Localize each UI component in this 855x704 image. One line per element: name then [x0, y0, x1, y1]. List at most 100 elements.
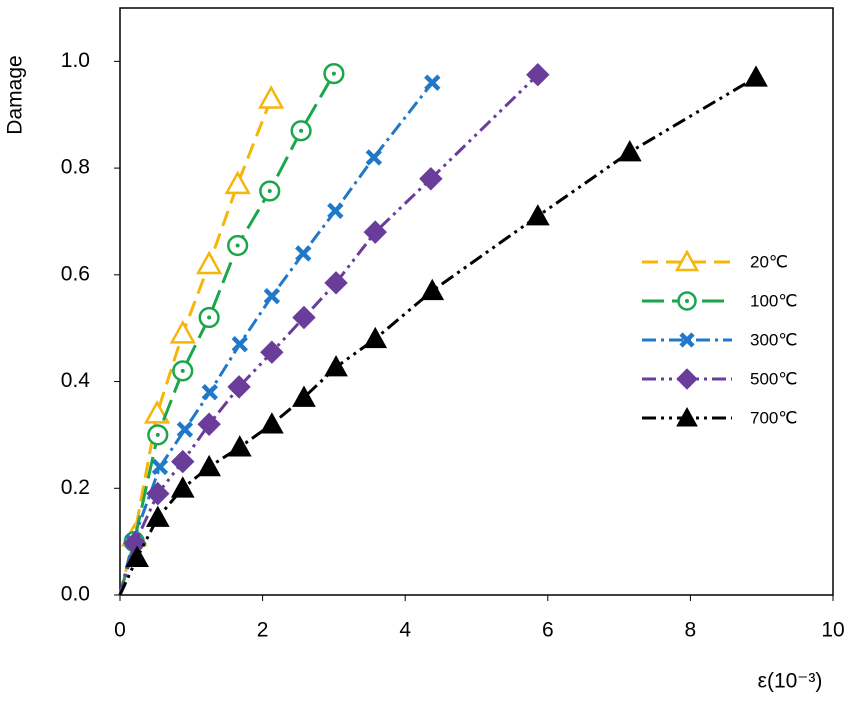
- marker-dot: [331, 71, 336, 76]
- marker-shape: [420, 278, 445, 301]
- x-tick-label: 8: [685, 619, 697, 642]
- marker: [197, 412, 221, 436]
- marker-shape: [258, 85, 285, 109]
- marker-dot: [235, 243, 240, 248]
- marker: [424, 74, 441, 91]
- marker-dot: [180, 368, 185, 373]
- x-tick-label: 2: [257, 619, 269, 642]
- marker-shape: [231, 336, 248, 353]
- legend-label: 700℃: [750, 408, 797, 427]
- marker: [679, 332, 695, 348]
- marker: [260, 340, 284, 364]
- marker: [260, 412, 284, 434]
- marker: [263, 287, 281, 305]
- plot-frame: [119, 7, 834, 596]
- marker-shape: [260, 340, 284, 364]
- y-tick-label: 0.8: [61, 156, 90, 179]
- marker-shape: [197, 454, 221, 477]
- marker-shape: [363, 326, 388, 349]
- marker: [292, 385, 316, 407]
- x-tick-label: 10: [821, 619, 844, 642]
- marker: [677, 291, 697, 311]
- marker-shape: [327, 202, 344, 219]
- marker: [170, 476, 195, 498]
- marker: [258, 85, 285, 109]
- marker-shape: [295, 245, 312, 262]
- marker-shape: [170, 476, 195, 498]
- marker-shape: [171, 449, 195, 474]
- marker: [327, 202, 344, 219]
- marker: [196, 250, 223, 275]
- marker-shape: [525, 204, 550, 226]
- legend-label: 300℃: [750, 330, 797, 349]
- marker-shape: [169, 319, 196, 344]
- marker: [324, 271, 348, 295]
- marker: [674, 249, 700, 272]
- marker: [146, 481, 170, 506]
- y-tick-label: 0.2: [61, 476, 90, 499]
- marker-shape: [363, 220, 387, 244]
- marker: [744, 65, 768, 87]
- marker: [324, 355, 348, 377]
- marker: [363, 326, 388, 349]
- x-axis-label: ε(10⁻³): [758, 670, 823, 693]
- marker-shape: [679, 332, 695, 348]
- marker-shape: [674, 249, 700, 272]
- marker-dot: [207, 315, 212, 320]
- legend-label: 500℃: [750, 369, 797, 388]
- marker: [197, 454, 221, 477]
- marker: [227, 234, 249, 257]
- x-tick-label: 6: [542, 619, 554, 642]
- marker: [125, 545, 149, 567]
- marker-shape: [424, 74, 441, 91]
- marker: [171, 449, 195, 474]
- y-tick-label: 1.0: [61, 49, 90, 72]
- marker: [227, 435, 252, 457]
- legend-label: 100℃: [750, 291, 797, 310]
- y-tick-label: 0.0: [61, 583, 90, 606]
- marker: [290, 120, 312, 142]
- marker: [323, 63, 345, 85]
- marker: [147, 424, 169, 446]
- marker-shape: [617, 140, 642, 162]
- marker-shape: [263, 287, 281, 305]
- marker-shape: [151, 458, 169, 476]
- marker: [419, 167, 443, 191]
- y-axis-label: Damage: [4, 55, 27, 134]
- marker-shape: [224, 170, 251, 195]
- marker: [365, 149, 383, 166]
- x-tick-label: 0: [114, 619, 126, 642]
- marker: [198, 306, 220, 329]
- marker: [227, 375, 251, 399]
- marker-dot: [267, 189, 272, 194]
- series-line: [118, 81, 434, 596]
- marker: [172, 360, 194, 382]
- marker: [295, 245, 312, 262]
- marker-dot: [155, 432, 160, 437]
- marker: [676, 368, 698, 390]
- marker-shape: [419, 167, 443, 191]
- marker-shape: [197, 412, 221, 436]
- marker: [201, 384, 219, 401]
- marker: [420, 278, 445, 301]
- marker-shape: [292, 305, 316, 330]
- marker-shape: [227, 435, 252, 457]
- marker-shape: [292, 385, 316, 407]
- marker-shape: [744, 65, 768, 87]
- marker: [224, 170, 251, 195]
- marker: [151, 458, 169, 476]
- marker-shape: [176, 421, 194, 438]
- marker-shape: [145, 505, 170, 527]
- marker: [363, 220, 387, 244]
- marker-shape: [676, 406, 698, 427]
- marker-dot: [685, 299, 689, 303]
- marker: [145, 505, 170, 527]
- series-line: [118, 72, 336, 596]
- marker-shape: [125, 545, 149, 567]
- marker-dot: [299, 128, 304, 133]
- marker: [231, 336, 248, 353]
- y-tick-label: 0.4: [61, 369, 91, 392]
- marker-shape: [526, 62, 550, 87]
- marker-shape: [365, 149, 383, 166]
- marker-shape: [143, 399, 171, 424]
